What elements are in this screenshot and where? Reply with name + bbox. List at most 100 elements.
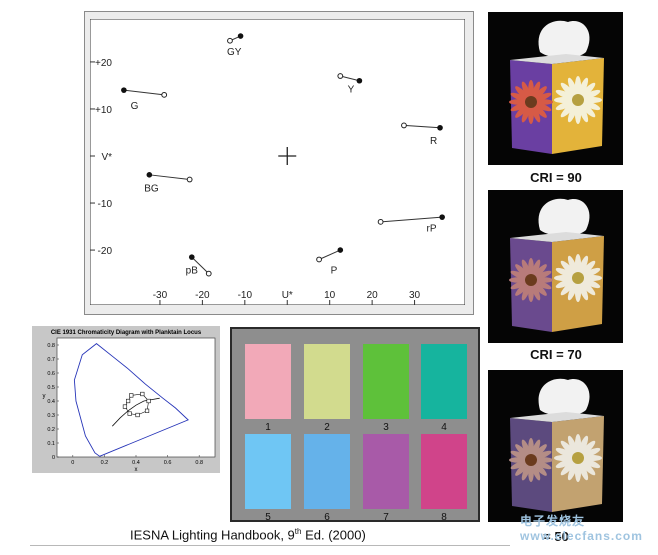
flower-petal-right [579, 279, 596, 296]
flower-petal-right [567, 280, 578, 301]
cie-sample-point [146, 398, 151, 404]
flower-petal-right [560, 260, 577, 277]
x-tick-label: -10 [238, 290, 253, 301]
flower-petal-right [580, 278, 601, 289]
flower-petal-left [515, 461, 530, 476]
cie-plot-area [56, 337, 216, 458]
shift-start-point [161, 91, 168, 98]
cie-sample-point [126, 398, 131, 404]
color-swatch [304, 434, 350, 509]
flower-petal-right [578, 435, 589, 456]
flower-petal-right [560, 101, 577, 118]
flower-petal-right [579, 459, 596, 476]
flower-petal-left [532, 461, 547, 476]
flower-petal-right [560, 82, 577, 99]
flower-petal-right [580, 458, 601, 469]
tissue-box-photo-3 [488, 370, 623, 522]
flower-petal-right [580, 267, 601, 278]
color-swatch [363, 434, 409, 509]
shift-line [318, 249, 341, 260]
flower-petal-right [578, 77, 589, 98]
x-tick-label: 10 [324, 290, 336, 301]
cri-90-photo [488, 12, 623, 165]
shift-line [191, 256, 210, 274]
box-top-face [510, 412, 604, 422]
shift-end-point [356, 77, 363, 84]
shift-start-point [377, 218, 384, 225]
citation-text-tail: Ed. (2000) [301, 527, 366, 543]
flower-center-left [525, 96, 537, 108]
flower-petal-right [560, 279, 577, 296]
shift-start-point [401, 122, 407, 129]
flower-petal-left [532, 270, 552, 280]
swatch-number: 7 [383, 512, 389, 523]
chart-origin-cross [278, 147, 297, 165]
swatch-number: 2 [324, 422, 330, 433]
x-tick-label: -30 [153, 290, 168, 301]
flower-petal-right [555, 267, 576, 278]
cie-chromaticity-svg: CIE 1931 Chromaticity Diagram with Plank… [43, 330, 216, 473]
shift-label: Y [348, 85, 355, 96]
flower-petal-left [531, 81, 541, 101]
tissue-paper [538, 378, 590, 416]
x-tick-label: -20 [195, 290, 210, 301]
cie-y-tick-label: 0.6 [47, 371, 55, 377]
box-top-face [510, 54, 604, 64]
cie-y-tick-label: 0.4 [47, 399, 55, 405]
shift-start-point [337, 73, 344, 79]
cri-50-photo [488, 370, 623, 522]
shift-label: P [331, 266, 338, 277]
footer-rule [30, 545, 510, 546]
cri-90-label: CRI = 90 [530, 170, 582, 185]
flower-petal-left [532, 444, 547, 459]
tissue-box-photo-1 [488, 12, 623, 165]
chromatic-shift-chart-svg: -30 -20 -10 U* 10 20 30 +20 +10 V* -10 -20 GY Y G R BG r… [90, 19, 465, 305]
x-tick-label: U* [282, 290, 293, 301]
flower-petal-right [579, 82, 596, 99]
cie-y-tick-label: 0.5 [47, 385, 55, 391]
flower-petal-left [532, 280, 552, 290]
cie-chromaticity-panel: CIE 1931 Chromaticity Diagram with Plank… [32, 326, 220, 473]
cie-sample-point [144, 408, 150, 413]
flower-petal-left [531, 259, 541, 279]
flower-petal-left [515, 86, 530, 101]
flower-petal-right [579, 260, 596, 277]
flower-petal-left [510, 450, 530, 460]
cie-sample-point [140, 391, 145, 397]
cie-sample-point [129, 393, 134, 398]
chart-tick-labels: -30 -20 -10 U* 10 20 30 +20 +10 V* -10 -20 [95, 58, 421, 301]
cie-y-tick-label: 0.8 [47, 343, 55, 349]
flower-petal-left [532, 460, 552, 470]
flower-petal-right [579, 440, 596, 457]
shift-end-point [337, 247, 344, 253]
flower-petal-left [521, 103, 531, 123]
flower-petal-left [510, 270, 530, 280]
color-swatch [245, 344, 291, 419]
cie-sample-point [127, 411, 132, 416]
shift-line [123, 89, 165, 96]
shift-end-point [437, 124, 443, 131]
swatch-number: 1 [265, 422, 271, 433]
shift-start-point [227, 37, 233, 44]
cie-y-tick-label: 0.2 [47, 427, 55, 433]
flower-center-right [572, 94, 584, 106]
cie-x-tick-label: 0.6 [164, 460, 172, 466]
flower-petal-left [515, 281, 530, 296]
flower-petal-right [580, 89, 601, 100]
watermark: 电子发烧友 www.elecfans.com [520, 514, 643, 543]
cie-sample-point [135, 412, 140, 418]
flower-center-right [572, 452, 584, 464]
box-top-face [510, 232, 604, 242]
cie-axes: 0 0.2 0.4 0.6 0.8 0 0.1 0.2 0.3 0.4 0.5 0.6 0.7 0.8 x y [43, 343, 204, 473]
flower-petal-right [567, 102, 578, 123]
cie-x-tick-label: 0.8 [195, 460, 203, 466]
flower-petal-right [555, 89, 576, 100]
color-swatch-panel: 1 2 3 4 5 6 7 8 [230, 327, 480, 523]
cie-y-tick-label: 0.7 [47, 357, 55, 363]
tissue-box-photo-2 [488, 190, 623, 343]
cie-y-tick-label: 0.3 [47, 413, 55, 419]
flower-petal-right [567, 460, 578, 481]
x-tick-label: 30 [409, 290, 421, 301]
shift-label: BG [144, 183, 159, 194]
flower-petal-right [555, 447, 576, 458]
